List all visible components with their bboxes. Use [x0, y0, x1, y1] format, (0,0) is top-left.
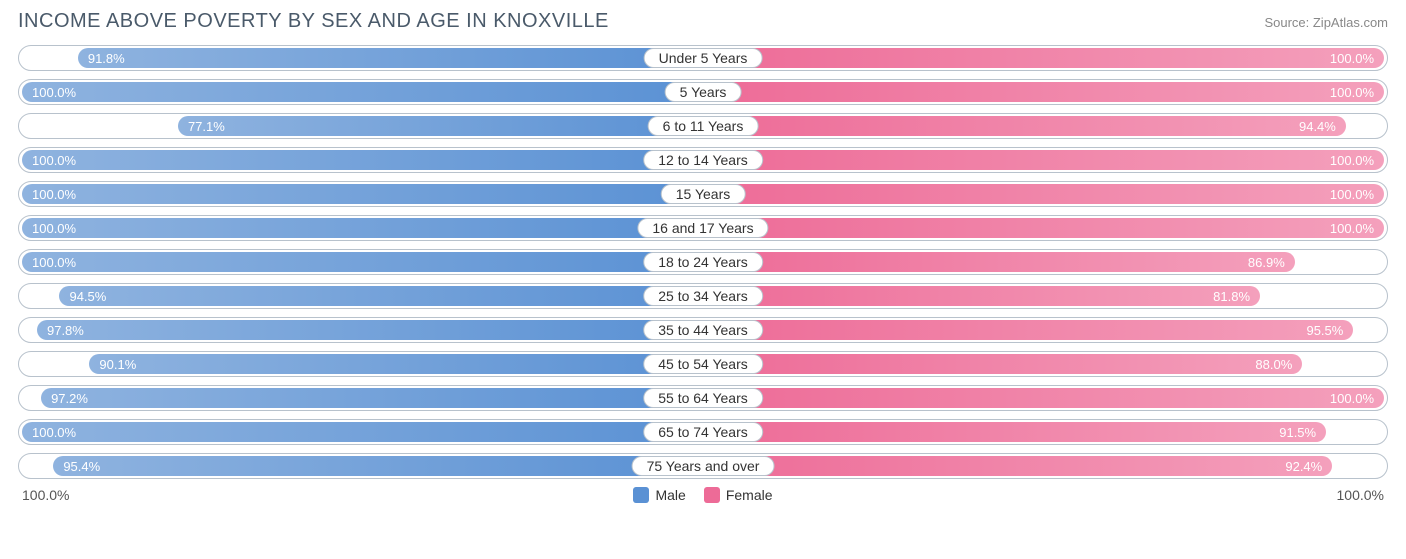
female-bar: 92.4%: [703, 456, 1332, 476]
category-label: 16 and 17 Years: [637, 218, 768, 238]
chart-row: 100.0%86.9%18 to 24 Years: [18, 249, 1388, 275]
chart-row: 77.1%94.4%6 to 11 Years: [18, 113, 1388, 139]
male-bar: 100.0%: [22, 184, 703, 204]
legend-label-male: Male: [655, 487, 685, 503]
axis-right-label: 100.0%: [1337, 487, 1384, 503]
male-bar: 95.4%: [53, 456, 703, 476]
male-bar: 100.0%: [22, 218, 703, 238]
category-label: 5 Years: [665, 82, 742, 102]
category-label: 75 Years and over: [632, 456, 775, 476]
chart-row: 97.2%100.0%55 to 64 Years: [18, 385, 1388, 411]
axis-left-label: 100.0%: [22, 487, 69, 503]
female-bar: 88.0%: [703, 354, 1302, 374]
male-bar: 97.8%: [37, 320, 703, 340]
chart-row: 100.0%100.0%12 to 14 Years: [18, 147, 1388, 173]
chart-title: INCOME ABOVE POVERTY BY SEX AND AGE IN K…: [18, 10, 609, 33]
male-bar: 91.8%: [78, 48, 703, 68]
chart-footer: 100.0% Male Female 100.0%: [18, 487, 1388, 503]
category-label: 12 to 14 Years: [643, 150, 763, 170]
female-bar: 100.0%: [703, 184, 1384, 204]
female-bar: 100.0%: [703, 388, 1384, 408]
male-bar: 77.1%: [178, 116, 703, 136]
category-label: 45 to 54 Years: [643, 354, 763, 374]
male-bar: 100.0%: [22, 150, 703, 170]
chart-source: Source: ZipAtlas.com: [1264, 15, 1388, 30]
female-bar: 94.4%: [703, 116, 1346, 136]
chart-header: INCOME ABOVE POVERTY BY SEX AND AGE IN K…: [18, 10, 1388, 33]
category-label: 35 to 44 Years: [643, 320, 763, 340]
female-bar: 86.9%: [703, 252, 1295, 272]
female-bar: 100.0%: [703, 150, 1384, 170]
female-bar: 91.5%: [703, 422, 1326, 442]
female-bar: 100.0%: [703, 82, 1384, 102]
female-bar: 81.8%: [703, 286, 1260, 306]
chart-row: 100.0%91.5%65 to 74 Years: [18, 419, 1388, 445]
male-bar: 94.5%: [59, 286, 703, 306]
male-bar: 100.0%: [22, 252, 703, 272]
male-bar: 90.1%: [89, 354, 703, 374]
chart-row: 91.8%100.0%Under 5 Years: [18, 45, 1388, 71]
category-label: 55 to 64 Years: [643, 388, 763, 408]
legend-swatch-male: [633, 487, 649, 503]
female-bar: 100.0%: [703, 48, 1384, 68]
female-bar: 95.5%: [703, 320, 1353, 340]
legend-male: Male: [633, 487, 685, 503]
chart-row: 94.5%81.8%25 to 34 Years: [18, 283, 1388, 309]
legend-female: Female: [704, 487, 773, 503]
male-bar: 97.2%: [41, 388, 703, 408]
category-label: 65 to 74 Years: [643, 422, 763, 442]
chart-row: 90.1%88.0%45 to 54 Years: [18, 351, 1388, 377]
chart-row: 100.0%100.0%16 and 17 Years: [18, 215, 1388, 241]
category-label: 25 to 34 Years: [643, 286, 763, 306]
category-label: 18 to 24 Years: [643, 252, 763, 272]
legend-swatch-female: [704, 487, 720, 503]
chart-row: 100.0%100.0%5 Years: [18, 79, 1388, 105]
female-bar: 100.0%: [703, 218, 1384, 238]
male-bar: 100.0%: [22, 82, 703, 102]
chart-legend: Male Female: [633, 487, 772, 503]
male-bar: 100.0%: [22, 422, 703, 442]
category-label: 6 to 11 Years: [648, 116, 759, 136]
chart-row: 100.0%100.0%15 Years: [18, 181, 1388, 207]
chart-row: 97.8%95.5%35 to 44 Years: [18, 317, 1388, 343]
category-label: 15 Years: [661, 184, 746, 204]
diverging-bar-chart: 91.8%100.0%Under 5 Years100.0%100.0%5 Ye…: [18, 45, 1388, 479]
category-label: Under 5 Years: [644, 48, 763, 68]
chart-row: 95.4%92.4%75 Years and over: [18, 453, 1388, 479]
legend-label-female: Female: [726, 487, 773, 503]
